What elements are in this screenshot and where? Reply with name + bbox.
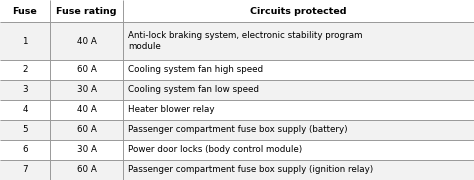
- Text: Cooling system fan low speed: Cooling system fan low speed: [128, 86, 259, 94]
- Text: 1: 1: [22, 37, 27, 46]
- Text: Passenger compartment fuse box supply (battery): Passenger compartment fuse box supply (b…: [128, 125, 347, 134]
- Bar: [123, 0, 474, 22]
- Text: 40 A: 40 A: [77, 37, 96, 46]
- Bar: [0, 22, 50, 60]
- Text: Power door locks (body control module): Power door locks (body control module): [128, 145, 302, 154]
- Bar: [50, 22, 123, 60]
- Text: 2: 2: [22, 66, 27, 75]
- Bar: [0, 80, 50, 100]
- Bar: [123, 140, 474, 160]
- Bar: [50, 100, 123, 120]
- Text: Circuits protected: Circuits protected: [250, 6, 347, 15]
- Bar: [50, 0, 123, 22]
- Text: Anti-lock braking system, electronic stability program
module: Anti-lock braking system, electronic sta…: [128, 31, 363, 51]
- Bar: [0, 0, 50, 22]
- Text: 6: 6: [22, 145, 27, 154]
- Text: 60 A: 60 A: [77, 165, 96, 174]
- Bar: [123, 80, 474, 100]
- Text: Passenger compartment fuse box supply (ignition relay): Passenger compartment fuse box supply (i…: [128, 165, 373, 174]
- Bar: [0, 60, 50, 80]
- Bar: [0, 140, 50, 160]
- Bar: [0, 100, 50, 120]
- Bar: [0, 120, 50, 140]
- Text: 60 A: 60 A: [77, 66, 96, 75]
- Bar: [123, 100, 474, 120]
- Bar: [123, 120, 474, 140]
- Text: Fuse rating: Fuse rating: [56, 6, 117, 15]
- Text: Fuse: Fuse: [12, 6, 37, 15]
- Bar: [50, 120, 123, 140]
- Bar: [50, 60, 123, 80]
- Text: 4: 4: [22, 105, 27, 114]
- Text: 30 A: 30 A: [76, 86, 97, 94]
- Text: 40 A: 40 A: [77, 105, 96, 114]
- Text: 3: 3: [22, 86, 27, 94]
- Bar: [123, 160, 474, 180]
- Text: 7: 7: [22, 165, 27, 174]
- Bar: [50, 80, 123, 100]
- Text: 30 A: 30 A: [76, 145, 97, 154]
- Text: Heater blower relay: Heater blower relay: [128, 105, 214, 114]
- Bar: [123, 22, 474, 60]
- Bar: [0, 160, 50, 180]
- Text: Cooling system fan high speed: Cooling system fan high speed: [128, 66, 263, 75]
- Text: 5: 5: [22, 125, 27, 134]
- Bar: [123, 60, 474, 80]
- Bar: [50, 160, 123, 180]
- Text: 60 A: 60 A: [77, 125, 96, 134]
- Bar: [50, 140, 123, 160]
